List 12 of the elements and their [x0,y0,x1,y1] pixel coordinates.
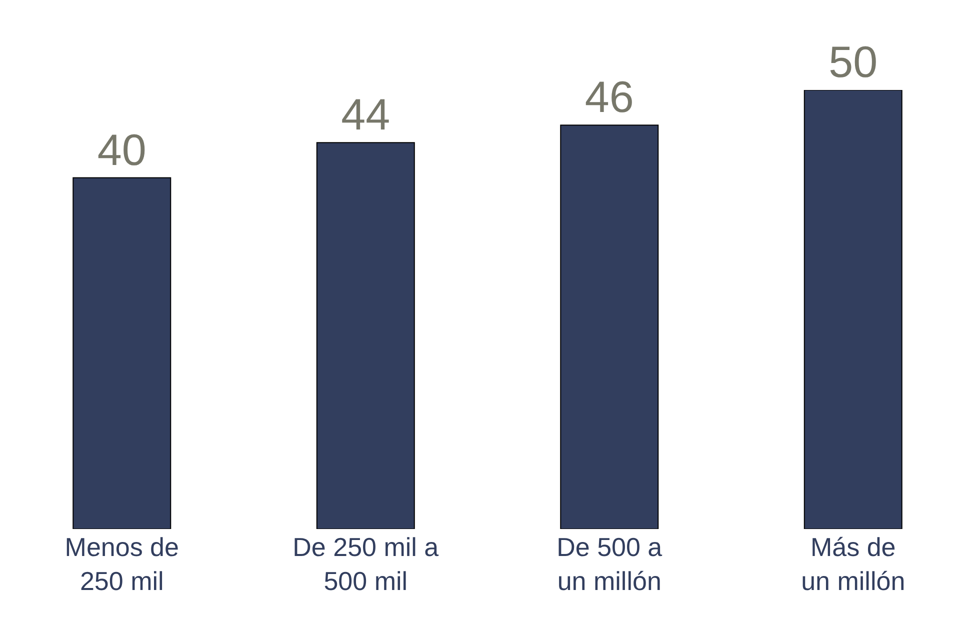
bar [804,90,902,529]
bar [560,124,659,529]
data-label: 44 [341,90,390,140]
bar [316,142,415,529]
data-label: 40 [97,126,146,175]
bar [72,177,172,529]
x-tick-label: De 500 a un millón [556,532,663,596]
data-label: 50 [828,38,878,87]
x-tick-label: Menos de 250 mil [64,532,179,596]
x-tick-label: Más de un millón [801,532,906,596]
data-label: 46 [584,73,634,122]
x-tick-label: De 250 mil a 500 mil [292,532,440,596]
